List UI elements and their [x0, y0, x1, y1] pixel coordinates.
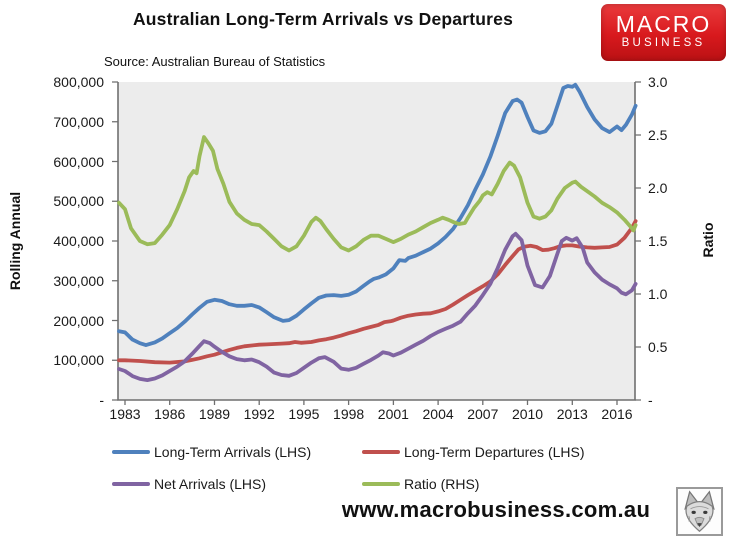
x-axis-tick-label: 1998 [333, 406, 365, 422]
legend-item-ratio-rhs: Ratio (RHS) [362, 476, 479, 492]
y-axis-tick-label-right: 1.0 [648, 286, 668, 302]
x-axis-tick-label: 2013 [556, 406, 588, 422]
x-axis-tick-label: 1983 [109, 406, 141, 422]
right-axis-title: Ratio [700, 222, 716, 258]
y-axis-tick-label-left: 200,000 [53, 312, 104, 329]
y-axis-tick-label-right: 0.5 [648, 339, 668, 355]
x-axis-tick-label: 2010 [511, 406, 544, 422]
x-axis-tick-label: 1986 [154, 406, 186, 422]
y-axis-tick-label-left: 800,000 [53, 74, 104, 90]
x-axis-tick-label: 2016 [601, 406, 633, 422]
macrobusiness-logo: MACRO BUSINESS [601, 4, 726, 61]
y-axis-tick-label-left: - [99, 392, 104, 408]
y-axis-tick-label-right: 1.5 [648, 233, 668, 249]
legend-swatch-net-arrivals-lhs [112, 482, 150, 486]
axis-ticks [112, 81, 641, 405]
y-axis-tick-label-left: 500,000 [53, 193, 104, 210]
logo-business-text: BUSINESS [621, 37, 706, 49]
wolf-logo [676, 487, 723, 536]
x-axis-tick-label: 2001 [377, 406, 409, 422]
y-axis-tick-label-left: 300,000 [53, 272, 104, 289]
legend-swatch-long-term-departures-lhs [362, 450, 400, 454]
y-axis-tick-label-right: 2.0 [648, 180, 668, 196]
page-title: Australian Long-Term Arrivals vs Departu… [132, 9, 514, 29]
legend-swatch-ratio-rhs [362, 482, 400, 486]
y-axis-tick-label-left: 600,000 [53, 153, 104, 170]
y-axis-tick-label-left: 700,000 [53, 113, 104, 130]
y-axis-tick-label-right: 3.0 [648, 74, 668, 90]
x-axis-tick-label: 1992 [243, 406, 275, 422]
footer-website: www.macrobusiness.com.au [341, 497, 651, 522]
series-line-long-term-arrivals-lhs [117, 82, 638, 348]
legend-label: Ratio (RHS) [404, 476, 480, 492]
y-axis-tick-label-left: 100,000 [53, 352, 104, 369]
x-axis-tick-label: 2007 [467, 406, 499, 422]
logo-macro-text: MACRO [615, 11, 712, 37]
x-axis-tick-label: 1995 [288, 406, 320, 422]
series-line-net-arrivals-lhs [117, 231, 638, 383]
legend-label: Long-Term Departures (LHS) [404, 444, 585, 460]
series-line-ratio-rhs [117, 135, 638, 253]
legend-item-long-term-arrivals-lhs: Long-Term Arrivals (LHS) [112, 444, 311, 460]
plot-background [118, 82, 635, 400]
series-line-long-term-departures-lhs [117, 219, 638, 365]
legend-item-long-term-departures-lhs: Long-Term Departures (LHS) [362, 444, 585, 460]
y-axis-tick-label-right: - [648, 392, 653, 408]
axis-lines [117, 82, 636, 401]
wolf-icon [684, 490, 715, 533]
x-axis-tick-label: 1989 [198, 406, 231, 422]
y-axis-tick-label-right: 2.5 [648, 127, 668, 143]
legend-item-net-arrivals-lhs: Net Arrivals (LHS) [112, 476, 266, 492]
x-axis-tick-label: 2004 [422, 406, 454, 422]
y-axis-tick-label-left: 400,000 [53, 233, 104, 249]
source-note: Source: Australian Bureau of Statistics [104, 54, 326, 69]
legend-label: Long-Term Arrivals (LHS) [154, 444, 312, 460]
legend-swatch-long-term-arrivals-lhs [112, 450, 150, 454]
legend-label: Net Arrivals (LHS) [154, 476, 267, 492]
chart-plot [112, 81, 641, 405]
